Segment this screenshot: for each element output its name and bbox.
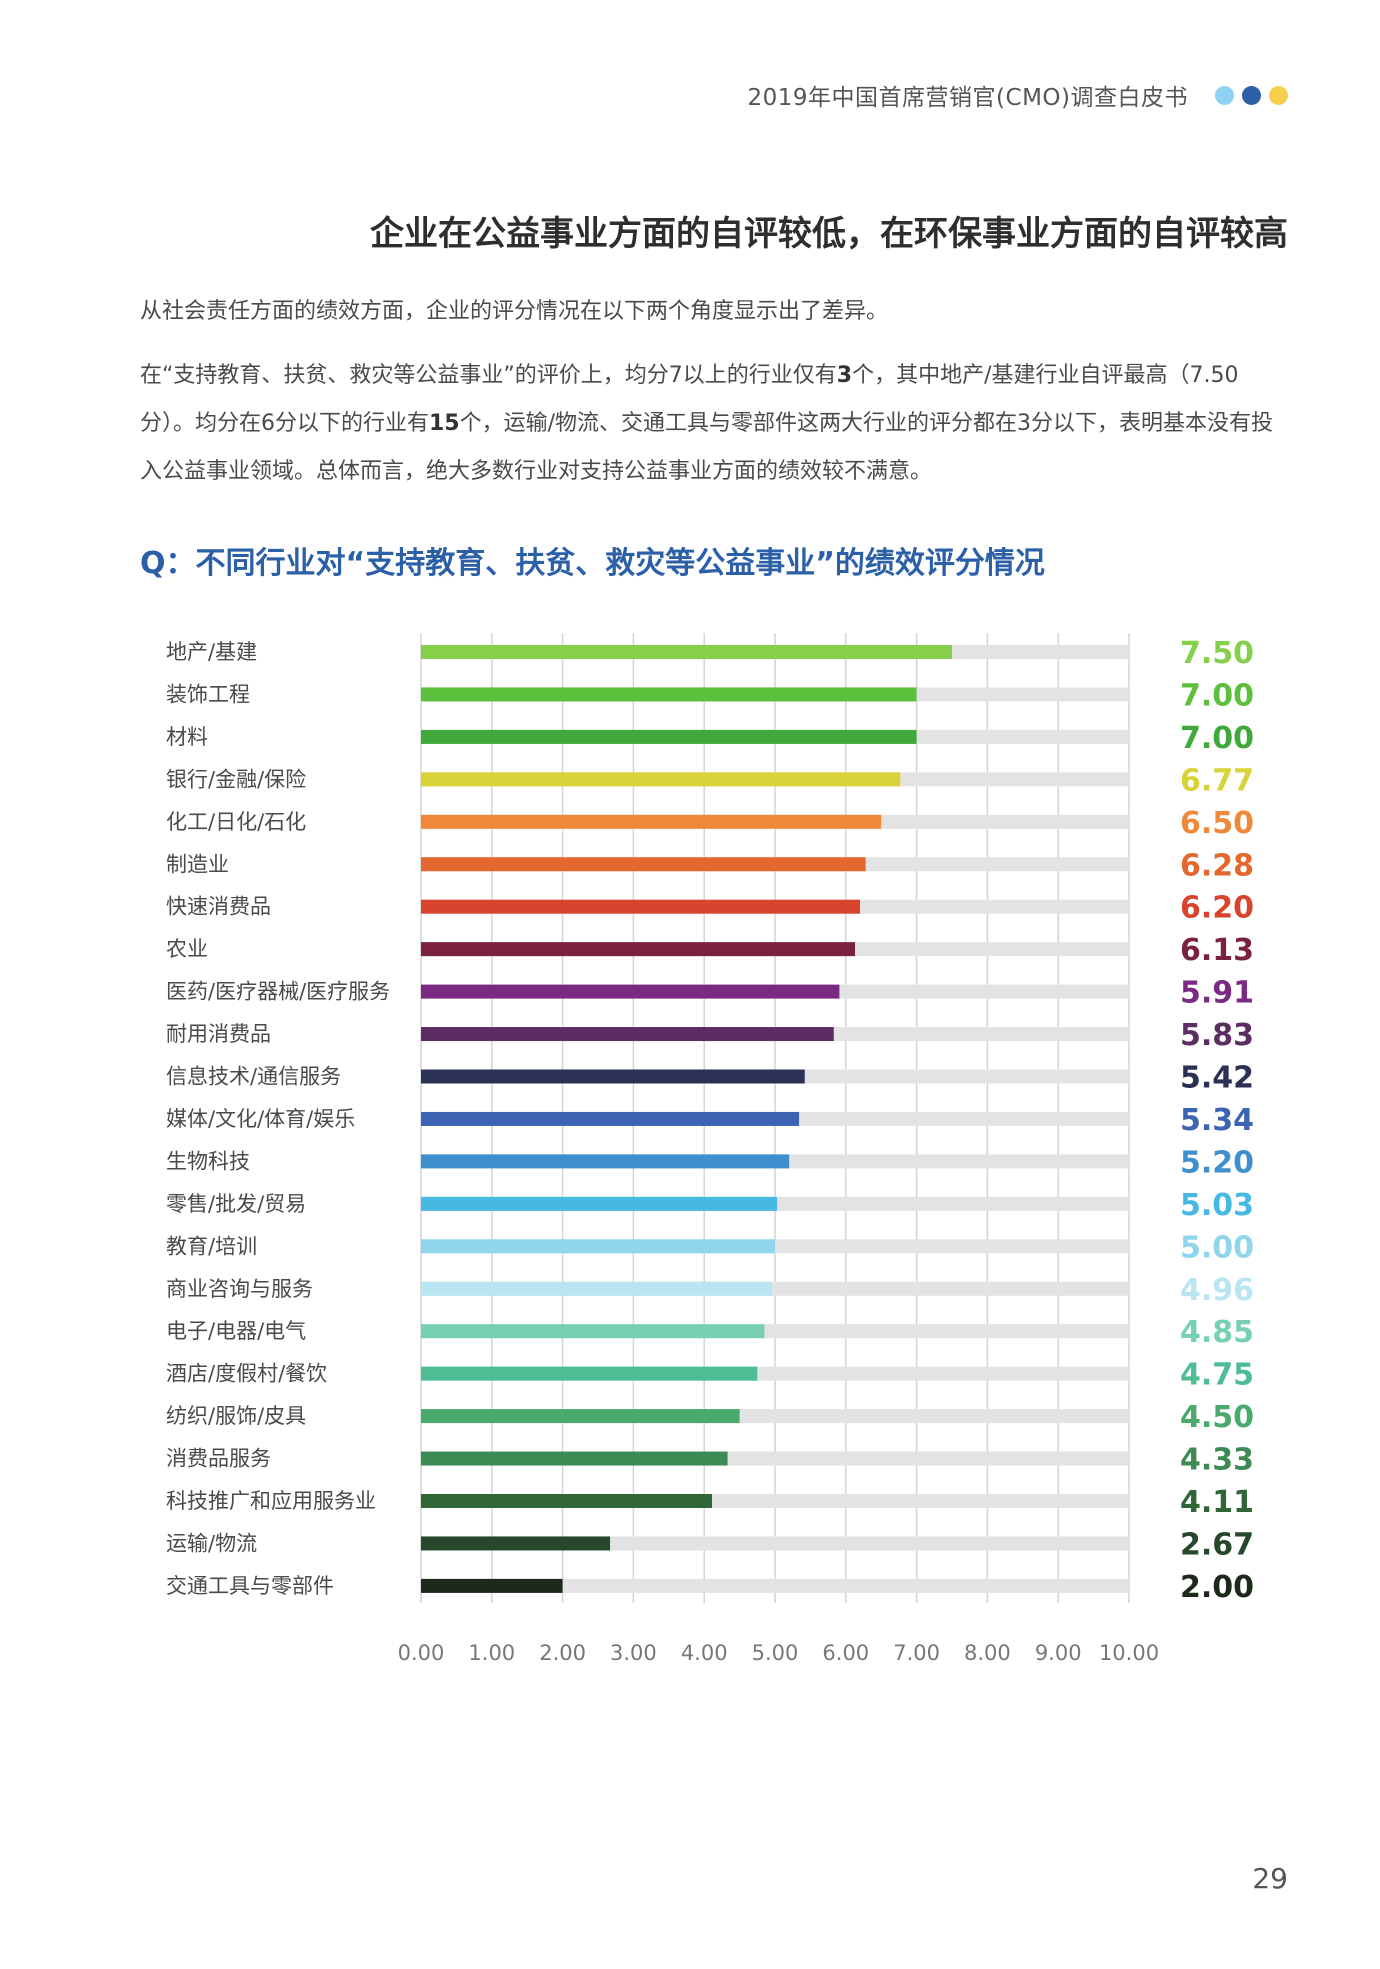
value-label: 5.83 (1180, 1018, 1254, 1053)
value-label: 6.13 (1180, 933, 1254, 968)
value-label: 4.50 (1180, 1400, 1254, 1435)
value-label: 5.20 (1180, 1145, 1254, 1180)
x-tick-label: 2.00 (539, 1641, 586, 1665)
x-tick-label: 9.00 (1035, 1641, 1082, 1665)
paragraph-detail: 在“支持教育、扶贫、救灾等公益事业”的评价上，均分7以上的行业仅有3个，其中地产… (140, 352, 1290, 496)
value-label: 7.00 (1180, 721, 1254, 756)
category-label: 农业 (166, 937, 208, 961)
value-label: 5.42 (1180, 1061, 1254, 1096)
x-tick-label: 10.00 (1099, 1641, 1159, 1665)
category-label: 制造业 (166, 852, 229, 876)
bar (421, 1494, 712, 1508)
bar (421, 857, 866, 872)
paragraph-detail-count-high: 3 (836, 363, 853, 388)
category-label: 酒店/度假村/餐饮 (166, 1362, 327, 1386)
category-label: 地产/基建 (166, 640, 257, 664)
bar (421, 1027, 834, 1042)
x-tick-label: 8.00 (964, 1641, 1011, 1665)
value-label: 7.50 (1180, 636, 1254, 671)
bar (421, 1366, 758, 1381)
value-label: 6.20 (1180, 891, 1254, 926)
chart-question-title: Q：不同行业对“支持教育、扶贫、救灾等公益事业”的绩效评分情况 (140, 546, 1045, 581)
bar (421, 1196, 778, 1211)
header-dots (1215, 86, 1288, 105)
value-label: 5.34 (1180, 1103, 1254, 1138)
category-label: 零售/批发/贸易 (166, 1192, 306, 1216)
x-tick-label: 3.00 (610, 1641, 657, 1665)
bar (421, 1409, 740, 1424)
category-label: 信息技术/通信服务 (166, 1065, 341, 1089)
x-tick-label: 7.00 (893, 1641, 940, 1665)
category-label: 耐用消费品 (166, 1022, 271, 1046)
paragraph-detail-part3: 个，运输/物流、交通工具与零部件这两大行业的评分都在3分以下，表明基本没有投入公… (140, 411, 1274, 484)
category-label: 科技推广和应用服务业 (166, 1489, 376, 1513)
bar (421, 942, 856, 957)
x-tick-label: 1.00 (468, 1641, 515, 1665)
bar (421, 729, 917, 744)
category-label: 生物科技 (166, 1149, 250, 1173)
bar (421, 1578, 563, 1593)
category-label: 装饰工程 (166, 682, 250, 706)
value-label: 6.50 (1180, 806, 1254, 841)
bar (421, 1069, 805, 1084)
category-label: 快速消费品 (166, 895, 271, 919)
category-label: 教育/培训 (166, 1234, 257, 1258)
bar (421, 1451, 728, 1466)
value-label: 2.00 (1180, 1570, 1254, 1605)
paragraph-intro: 从社会责任方面的绩效方面，企业的评分情况在以下两个角度显示出了差异。 (140, 299, 889, 324)
value-label: 4.75 (1180, 1358, 1254, 1393)
x-tick-label: 6.00 (822, 1641, 869, 1665)
value-label: 7.00 (1180, 678, 1254, 713)
bar-track (421, 1578, 1129, 1593)
header-title: 2019年中国首席营销官(CMO)调查白皮书 (747, 85, 1188, 111)
category-label: 消费品服务 (166, 1447, 271, 1471)
x-tick-label: 5.00 (752, 1641, 799, 1665)
value-label: 6.77 (1180, 763, 1254, 798)
value-label: 5.00 (1180, 1230, 1254, 1265)
dot-light-blue (1215, 86, 1234, 105)
bar (421, 814, 882, 829)
value-label: 2.67 (1180, 1527, 1254, 1562)
value-label: 4.96 (1180, 1273, 1254, 1308)
value-label: 5.91 (1180, 976, 1254, 1011)
bar (421, 984, 840, 999)
main-heading: 企业在公益事业方面的自评较低，在环保事业方面的自评较高 (370, 214, 1288, 254)
bar (421, 1154, 790, 1169)
dot-dark-blue (1242, 86, 1261, 105)
value-label: 6.28 (1180, 848, 1254, 883)
category-label: 交通工具与零部件 (166, 1574, 334, 1598)
dot-yellow (1269, 86, 1288, 105)
value-label: 4.85 (1180, 1315, 1254, 1350)
paragraph-detail-part2: 个，其中地产/基建行业自评最高（7.50分）。均分在6分以下的行业有 (140, 363, 1239, 436)
bar (421, 1111, 800, 1126)
value-label: 4.33 (1180, 1443, 1254, 1478)
bar (421, 1324, 765, 1339)
page-number: 29 (1252, 1862, 1288, 1895)
paragraph-detail-part1: 在“支持教育、扶贫、救灾等公益事业”的评价上，均分7以上的行业仅有 (140, 363, 837, 388)
bar (421, 899, 860, 914)
category-label: 商业咨询与服务 (166, 1277, 313, 1301)
category-label: 材料 (166, 725, 208, 749)
x-tick-label: 4.00 (681, 1641, 728, 1665)
value-label: 5.03 (1180, 1188, 1254, 1223)
bar (421, 772, 901, 787)
category-label: 银行/金融/保险 (166, 767, 306, 791)
bar (421, 1536, 611, 1551)
category-label: 媒体/文化/体育/娱乐 (166, 1107, 355, 1131)
x-tick-label: 0.00 (398, 1641, 445, 1665)
category-label: 电子/电器/电气 (166, 1319, 306, 1343)
paragraph-detail-count-low: 15 (429, 411, 460, 436)
category-label: 纺织/服饰/皮具 (166, 1404, 306, 1428)
category-label: 运输/物流 (166, 1531, 257, 1555)
category-label: 化工/日化/石化 (166, 810, 306, 834)
bar (421, 1281, 773, 1296)
category-label: 医药/医疗器械/医疗服务 (166, 980, 390, 1004)
bar (421, 687, 917, 702)
bar (421, 1239, 775, 1254)
value-label: 4.11 (1180, 1485, 1254, 1520)
bar (421, 645, 952, 659)
